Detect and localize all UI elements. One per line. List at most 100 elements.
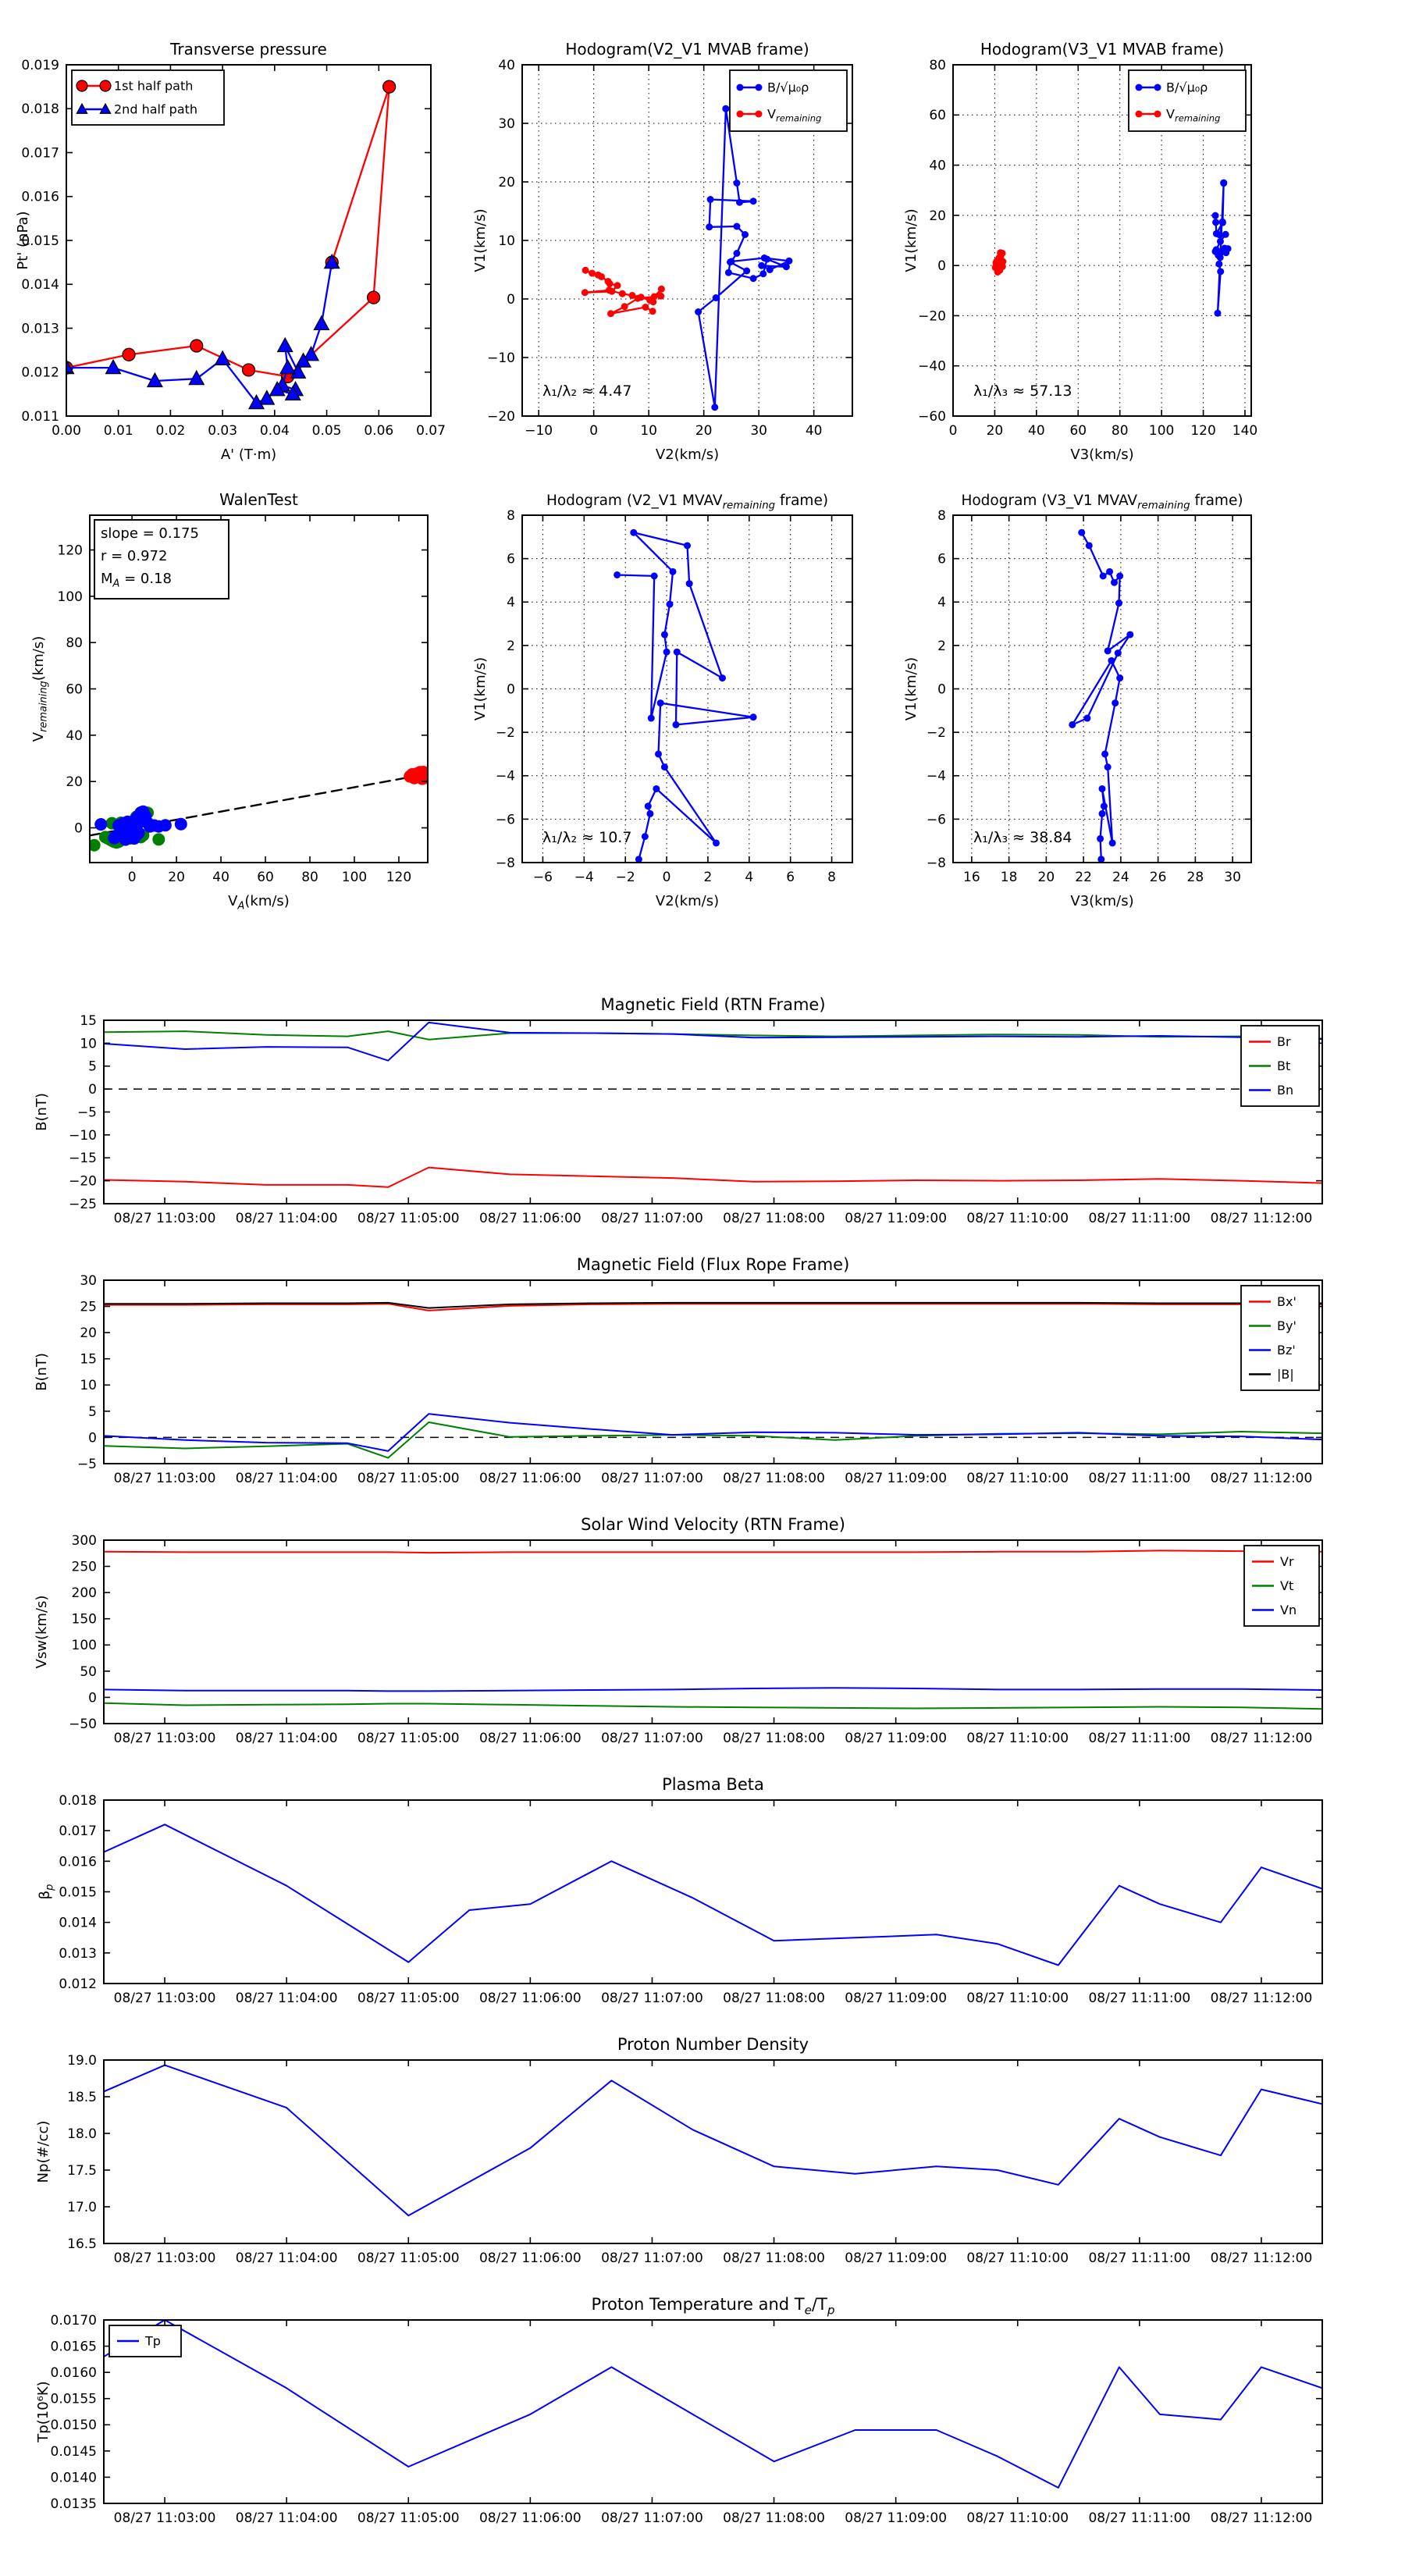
x-tick-label: 0: [949, 423, 958, 439]
legend-entry-label: 1st half path: [114, 79, 193, 94]
data-point-marker: [276, 336, 293, 353]
data-point-marker: [998, 262, 1005, 269]
data-point-marker: [695, 308, 702, 315]
y-tick-label: 0.013: [59, 1946, 97, 1962]
y-tick-label: 0.0155: [51, 2392, 97, 2407]
y-tick-label: −2: [496, 725, 515, 741]
x-tick-label: 0.05: [312, 423, 342, 439]
data-point-marker: [733, 180, 741, 187]
y-axis-label: V1(km/s): [903, 208, 919, 272]
eigenvalue-ratio-annotation: λ₁/λ₃ ≈ 38.84: [973, 829, 1072, 846]
y-axis-label: Np(#/cc): [35, 2121, 52, 2183]
x-tick-label: 100: [342, 870, 367, 885]
data-point-marker: [108, 831, 121, 845]
fit-stat-line: r = 0.972: [101, 548, 167, 564]
legend: Tp: [108, 2325, 182, 2357]
x-tick-label: 08/27 11:07:00: [601, 1991, 703, 2006]
data-point-marker: [1104, 763, 1112, 771]
data-point-marker: [733, 250, 741, 257]
y-tick-label: 60: [66, 681, 83, 697]
series-beta-p: [104, 1823, 1322, 1966]
x-axis-label: A' (T·m): [221, 447, 276, 463]
x-tick-label: 08/27 11:03:00: [114, 1471, 216, 1486]
y-tick-label: −15: [69, 1151, 97, 1166]
x-tick-label: 08/27 11:07:00: [601, 1211, 703, 1226]
x-tick-label: 08/27 11:05:00: [357, 1471, 460, 1486]
x-tick-label: −6: [533, 870, 553, 885]
x-tick-label: 08/27 11:07:00: [601, 2510, 703, 2526]
series--b-: [104, 1301, 1322, 1309]
data-point-marker: [706, 196, 714, 203]
chart-proton-density: 08/27 11:03:00 08/27 11:04:00 08/27 11:05:…: [35, 2035, 1323, 2266]
data-point-marker: [1214, 309, 1222, 317]
data-point-marker: [1097, 834, 1104, 842]
series-bz-: [104, 1413, 1322, 1452]
y-tick-label: 0.018: [59, 1793, 97, 1809]
y-tick-label: 0.012: [21, 365, 59, 381]
axes-frame: [103, 2319, 1323, 2504]
x-tick-label: 0.06: [364, 423, 393, 439]
y-axis-label: βp: [37, 1884, 56, 1900]
data-point-marker: [1220, 180, 1228, 187]
x-tick-label: 08/27 11:03:00: [114, 2510, 216, 2526]
y-tick-label: 8: [937, 508, 946, 524]
data-point-marker: [634, 294, 642, 302]
legend-entry-label: B/√μ₀ρ: [767, 80, 809, 95]
x-tick-label: 08/27 11:07:00: [601, 1471, 703, 1486]
data-point-marker: [685, 580, 693, 588]
x-tick-label: 08/27 11:09:00: [845, 1731, 947, 1746]
y-tick-label: 40: [498, 58, 515, 73]
data-point-marker: [607, 310, 615, 318]
data-point-marker: [618, 290, 626, 297]
y-tick-label: −20: [918, 308, 946, 324]
data-point-marker: [1217, 268, 1225, 276]
data-point-marker: [647, 714, 655, 722]
legend-entry-label: Bn: [1277, 1083, 1293, 1098]
series-b-: [697, 108, 791, 408]
y-tick-label: 0.016: [21, 190, 59, 205]
y-tick-label: 0: [74, 820, 83, 836]
x-tick-label: 08/27 11:05:00: [357, 1731, 460, 1746]
y-tick-label: 16.5: [67, 2236, 97, 2252]
data-point-marker: [132, 827, 145, 840]
x-tick-label: 08/27 11:09:00: [845, 1211, 947, 1226]
y-tick-label: 10: [80, 1036, 97, 1051]
data-point-marker: [598, 273, 606, 280]
chart-plasma-beta: 08/27 11:03:00 08/27 11:04:00 08/27 11:05:…: [37, 1775, 1323, 2006]
data-point-marker: [1211, 212, 1219, 219]
x-tick-label: 08/27 11:04:00: [236, 1731, 338, 1746]
x-tick-label: 08/27 11:06:00: [479, 1991, 582, 2006]
y-tick-label: 0.011: [21, 409, 59, 425]
y-tick-label: 0.015: [59, 1884, 97, 1900]
y-axis-label: V1(km/s): [903, 657, 919, 720]
data-point-marker: [581, 289, 589, 297]
x-tick-label: 0: [663, 870, 671, 885]
y-tick-label: 0.012: [59, 1976, 97, 1992]
y-tick-label: 0: [937, 258, 946, 274]
y-tick-label: 0.0135: [51, 2496, 97, 2512]
data-point-marker: [313, 315, 330, 330]
legend: Vr Vt Vn: [1243, 1545, 1320, 1627]
x-tick-label: 08/27 11:09:00: [845, 2250, 947, 2266]
y-tick-label: −8: [496, 856, 515, 871]
data-point-marker: [663, 648, 670, 656]
x-tick-label: 08/27 11:08:00: [723, 1731, 825, 1746]
x-tick-label: 0.04: [260, 423, 290, 439]
data-point-marker: [649, 308, 656, 315]
x-tick-label: 08/27 11:04:00: [236, 2250, 338, 2266]
x-tick-label: 0: [128, 870, 137, 885]
data-point-marker: [657, 285, 665, 293]
x-axis-label: V2(km/s): [656, 447, 719, 463]
chart-title: Hodogram (V2_V1 MVAVremaining frame): [546, 493, 828, 512]
data-point-marker: [782, 263, 790, 271]
data-point-marker: [1097, 856, 1105, 863]
legend: B/√μ₀ρ Vremaining: [1128, 69, 1247, 132]
y-tick-label: 2: [507, 639, 515, 654]
y-tick-label: 60: [929, 108, 946, 123]
data-point-marker: [94, 818, 108, 831]
y-tick-label: 18.0: [67, 2126, 97, 2142]
y-tick-label: 0.019: [21, 58, 59, 73]
x-tick-label: 08/27 11:10:00: [966, 1991, 1069, 2006]
y-tick-label: −5: [77, 1105, 97, 1120]
x-tick-label: 40: [1028, 423, 1045, 439]
